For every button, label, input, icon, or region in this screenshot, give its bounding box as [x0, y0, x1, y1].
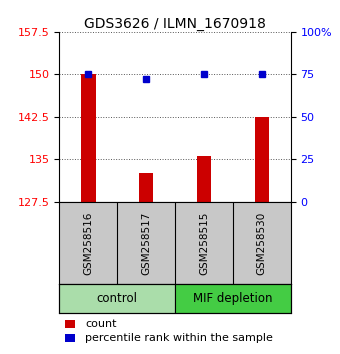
- Bar: [59, 285, 175, 313]
- Bar: [255, 117, 269, 201]
- Bar: [81, 74, 96, 201]
- Text: GSM258515: GSM258515: [199, 211, 209, 275]
- Text: control: control: [97, 292, 138, 305]
- Title: GDS3626 / ILMN_1670918: GDS3626 / ILMN_1670918: [84, 17, 266, 31]
- Bar: [175, 285, 291, 313]
- Text: percentile rank within the sample: percentile rank within the sample: [85, 333, 273, 343]
- Text: GSM258517: GSM258517: [141, 211, 151, 275]
- Bar: [139, 173, 153, 201]
- Text: MIF depletion: MIF depletion: [193, 292, 273, 305]
- Text: GSM258516: GSM258516: [83, 211, 94, 275]
- Text: GSM258530: GSM258530: [257, 211, 267, 275]
- Bar: [197, 156, 211, 201]
- Text: count: count: [85, 319, 117, 329]
